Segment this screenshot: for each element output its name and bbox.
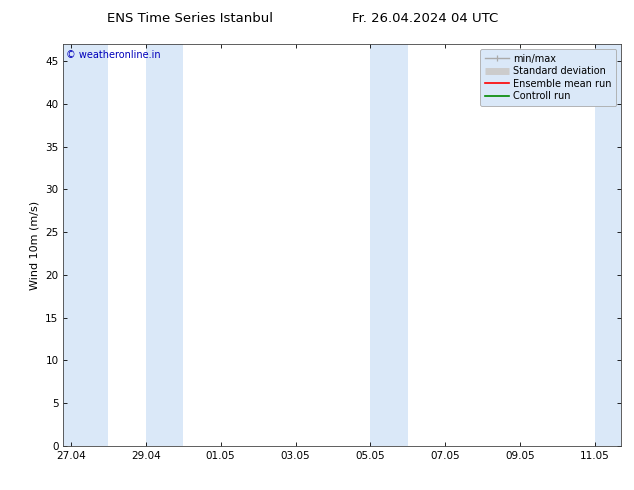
Bar bbox=[595, 44, 621, 446]
Y-axis label: Wind 10m (m/s): Wind 10m (m/s) bbox=[30, 200, 40, 290]
Bar bbox=[370, 44, 408, 446]
Bar bbox=[63, 44, 108, 446]
Text: ENS Time Series Istanbul: ENS Time Series Istanbul bbox=[107, 12, 273, 25]
Text: Fr. 26.04.2024 04 UTC: Fr. 26.04.2024 04 UTC bbox=[352, 12, 498, 25]
Bar bbox=[146, 44, 183, 446]
Legend: min/max, Standard deviation, Ensemble mean run, Controll run: min/max, Standard deviation, Ensemble me… bbox=[480, 49, 616, 106]
Text: © weatheronline.in: © weatheronline.in bbox=[66, 50, 161, 60]
